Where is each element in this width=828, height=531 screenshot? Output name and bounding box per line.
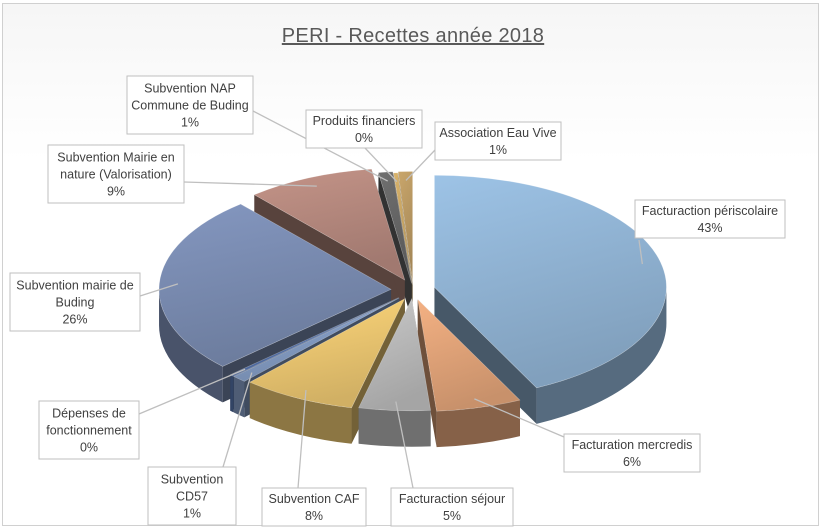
data-label-4: Subvention CD57 1% [147, 372, 253, 526]
slice-percent: 1% [183, 507, 201, 521]
data-label-0: Facturaction périscolaire 43% [634, 199, 786, 265]
slice-side-wall [249, 382, 352, 444]
slice-label-text: Commune de Buding [131, 99, 248, 113]
label-box [47, 144, 185, 204]
slice-top [434, 174, 667, 389]
slice-side-wall [233, 376, 245, 418]
slice-percent: 8% [305, 509, 323, 523]
chart-title: PERI - Recettes année 2018 [282, 25, 544, 47]
data-label-10: Association Eau Vive 1% [405, 121, 562, 181]
data-label-9: Produits financiers 0% [305, 109, 423, 183]
slice-label-text: Subvention CAF [268, 492, 359, 506]
leader-line [405, 149, 436, 181]
leader-line [395, 401, 414, 489]
slice-side-wall [536, 287, 667, 424]
label-box [147, 466, 237, 526]
slice-2 [358, 297, 431, 447]
slice-percent: 0% [80, 441, 98, 455]
label-box [563, 433, 701, 473]
label-box [390, 487, 514, 527]
label-box [634, 199, 786, 239]
slice-side-wall [159, 289, 223, 403]
slice-side-wall [230, 374, 234, 413]
pie-chart: PERI - Recettes année 2018 Facturaction … [9, 25, 786, 527]
label-box [261, 487, 367, 527]
slice-top [158, 203, 392, 367]
data-label-5: Dépenses de fonctionnement 0% [38, 368, 246, 460]
leader-line [364, 147, 398, 183]
slice-percent: 1% [181, 116, 199, 130]
slice-label-text: Subvention [161, 473, 224, 487]
leader-line [183, 181, 317, 187]
slice-percent: 9% [107, 185, 125, 199]
slice-label-text: Dépenses de [52, 407, 126, 421]
data-label-3: Subvention CAF 8% [261, 390, 367, 527]
data-labels: Facturaction périscolaire 43% Facturation … [9, 75, 786, 527]
slice-label-text: CD57 [176, 490, 208, 504]
data-label-1: Facturation mercredis 6% [474, 398, 701, 473]
slice-cut-face [434, 287, 537, 424]
leader-line [138, 368, 246, 415]
slice-top [378, 171, 412, 284]
leader-line [474, 398, 565, 438]
data-label-2: Facturaction séjour 5% [390, 401, 514, 527]
slice-percent: 43% [697, 221, 722, 235]
leader-line [638, 239, 643, 265]
slice-cut-face [417, 299, 437, 448]
label-box [9, 272, 141, 332]
slice-percent: 6% [623, 455, 641, 469]
chart-frame: PERI - Recettes année 2018 Facturaction … [2, 3, 819, 527]
slice-top [397, 171, 413, 284]
slice-label-text: Facturaction séjour [399, 492, 505, 506]
slice-label-text: Subvention NAP [144, 82, 236, 96]
slice-label-text: nature (Valorisation) [60, 168, 172, 182]
slice-label-text: Subvention mairie de [16, 279, 133, 293]
data-label-6: Subvention mairie de Buding 26% [9, 272, 179, 332]
slice-1 [417, 298, 521, 448]
slice-percent: 26% [62, 313, 87, 327]
slice-label-text: Facturaction périscolaire [642, 204, 778, 218]
slice-side-wall [358, 407, 431, 447]
leader-line [139, 283, 179, 297]
slice-3 [249, 298, 406, 444]
slice-0 [434, 174, 667, 424]
slice-side-wall [436, 400, 520, 448]
pie-slices [158, 168, 667, 448]
label-box [126, 75, 254, 135]
data-label-8: Subvention NAP Commune de Buding 1% [126, 75, 389, 182]
label-box [305, 109, 423, 149]
slice-label-text: Buding [56, 296, 95, 310]
slice-label-text: Association Eau Vive [439, 126, 556, 140]
slice-percent: 1% [489, 143, 507, 157]
slice-label-text: Facturation mercredis [572, 438, 693, 452]
slice-label-text: Produits financiers [313, 114, 416, 128]
label-box [434, 121, 562, 161]
slice-percent: 0% [355, 131, 373, 145]
slice-top [249, 298, 406, 409]
slice-label-text: fonctionnement [46, 424, 132, 438]
slice-top [233, 297, 400, 382]
data-label-7: Subvention Mairie en nature (Valorisation… [47, 144, 317, 204]
slice-top [417, 298, 521, 412]
leader-line [297, 390, 307, 489]
slice-percent: 5% [443, 509, 461, 523]
slice-top [393, 172, 413, 285]
slice-label-text: Subvention Mairie en [57, 151, 174, 165]
slice-top [358, 297, 431, 412]
leader-line [222, 372, 253, 468]
label-box [38, 400, 140, 460]
